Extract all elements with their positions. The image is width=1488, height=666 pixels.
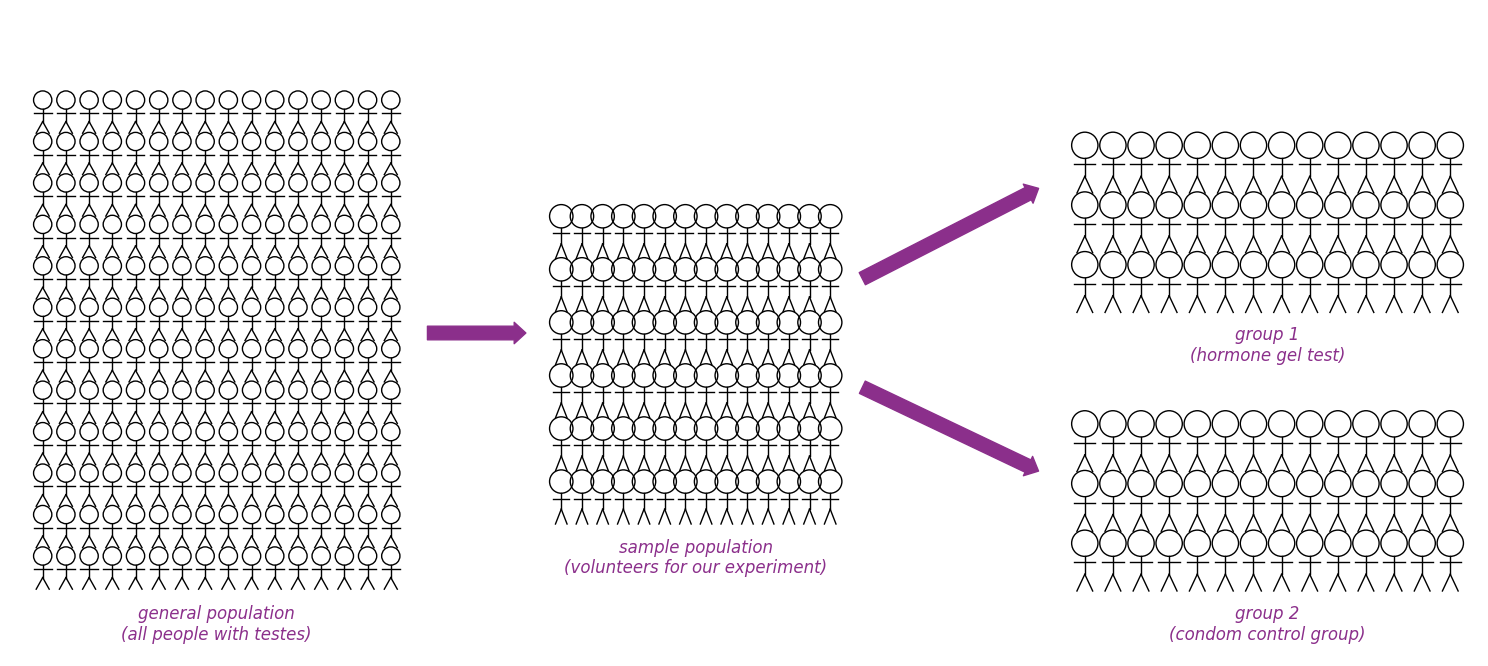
Text: general population
(all people with testes): general population (all people with test… (122, 605, 312, 644)
Text: group 2
(condom control group): group 2 (condom control group) (1170, 605, 1366, 644)
Text: group 1
(hormone gel test): group 1 (hormone gel test) (1190, 326, 1345, 365)
Text: sample population
(volunteers for our experiment): sample population (volunteers for our ex… (564, 539, 827, 577)
